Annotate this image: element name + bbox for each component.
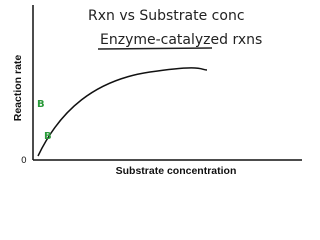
background bbox=[0, 0, 320, 180]
whiteboard: Rxn vs Substrate conc Enzyme-catalyzed r… bbox=[0, 0, 320, 180]
annotation: B bbox=[37, 99, 45, 110]
page: {"title_lines": ["Rxn vs Substrate conc"… bbox=[0, 0, 320, 180]
y-axis-label: Reaction rate bbox=[12, 55, 24, 122]
title-line-2: Enzyme-catalyzed rxns bbox=[100, 32, 262, 48]
saturation-curve bbox=[37, 67, 208, 157]
underline bbox=[97, 47, 213, 50]
origin-label: 0 bbox=[21, 156, 27, 166]
annotation: B bbox=[44, 131, 52, 142]
x-axis-label: Substrate concentration bbox=[116, 165, 237, 177]
title-line-1: Rxn vs Substrate conc bbox=[88, 8, 245, 24]
